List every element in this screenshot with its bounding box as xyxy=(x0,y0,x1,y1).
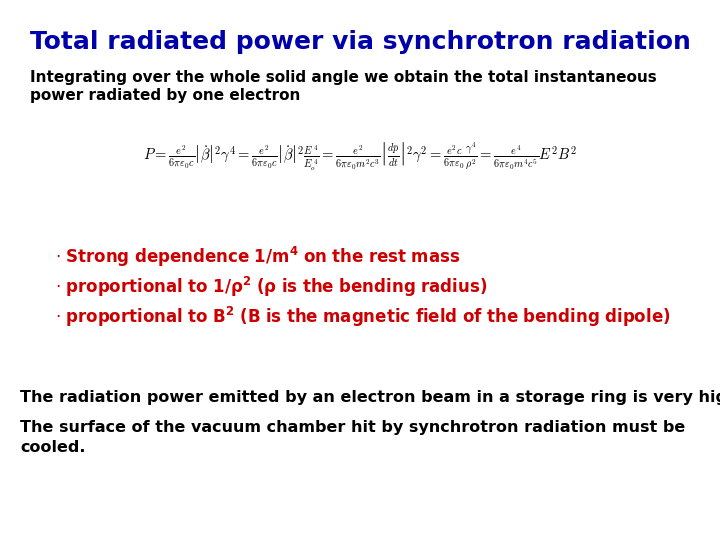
Text: $P = \frac{e^2}{6\pi\varepsilon_0 c}\left|\dot{\beta}\right|^2 \gamma^4 = \frac{: $P = \frac{e^2}{6\pi\varepsilon_0 c}\lef… xyxy=(143,140,577,173)
Text: The surface of the vacuum chamber hit by synchrotron radiation must be: The surface of the vacuum chamber hit by… xyxy=(20,420,685,435)
Text: The radiation power emitted by an electron beam in a storage ring is very high.: The radiation power emitted by an electr… xyxy=(20,390,720,405)
Text: cooled.: cooled. xyxy=(20,440,86,455)
Text: $\cdot$ $\mathbf{proportional\ to\ 1/\rho^2\ (\rho\ is\ the\ bending\ radius)}$: $\cdot$ $\mathbf{proportional\ to\ 1/\rh… xyxy=(55,275,487,299)
Text: $\cdot$ $\mathbf{Strong\ dependence\ 1/m^4\ on\ the\ rest\ mass}$: $\cdot$ $\mathbf{Strong\ dependence\ 1/m… xyxy=(55,245,461,269)
Text: power radiated by one electron: power radiated by one electron xyxy=(30,88,300,103)
Text: Total radiated power via synchrotron radiation: Total radiated power via synchrotron rad… xyxy=(30,30,691,54)
Text: $\cdot$ $\mathbf{proportional\ to\ B^2\ (B\ is\ the\ magnetic\ field\ of\ the\ b: $\cdot$ $\mathbf{proportional\ to\ B^2\ … xyxy=(55,305,670,329)
Text: Integrating over the whole solid angle we obtain the total instantaneous: Integrating over the whole solid angle w… xyxy=(30,70,657,85)
